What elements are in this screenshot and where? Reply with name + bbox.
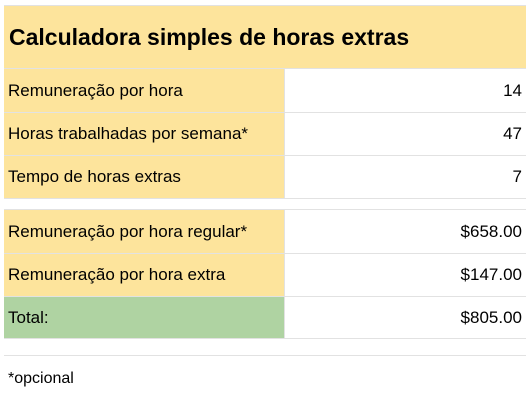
title-row[interactable]: Calculadora simples de horas extras — [4, 6, 526, 69]
total-label-cell[interactable]: Total: — [4, 297, 285, 338]
page-title: Calculadora simples de horas extras — [9, 23, 410, 50]
label-cell[interactable]: Remuneração por hora extra — [4, 254, 285, 296]
result-row-regular-pay[interactable]: Remuneração por hora regular* $658.00 — [4, 210, 526, 254]
spacer-row[interactable] — [4, 199, 526, 210]
result-row-overtime-pay[interactable]: Remuneração por hora extra $147.00 — [4, 254, 526, 297]
value-cell[interactable]: $658.00 — [285, 210, 526, 253]
label-cell[interactable]: Horas trabalhadas por semana* — [4, 113, 285, 155]
input-row-hourly-pay[interactable]: Remuneração por hora 14 — [4, 69, 526, 113]
spacer-row[interactable] — [4, 339, 526, 356]
input-row-hours-per-week[interactable]: Horas trabalhadas por semana* 47 — [4, 113, 526, 156]
value-cell[interactable]: 14 — [285, 69, 526, 112]
total-value-cell[interactable]: $805.00 — [285, 297, 526, 338]
value-cell[interactable]: 47 — [285, 113, 526, 155]
footnote: *opcional — [8, 370, 74, 387]
value-cell[interactable]: 7 — [285, 156, 526, 198]
label-cell[interactable]: Remuneração por hora — [4, 69, 285, 112]
value-cell[interactable]: $147.00 — [285, 254, 526, 296]
note-row[interactable]: *opcional — [4, 356, 526, 402]
input-row-overtime-hours[interactable]: Tempo de horas extras 7 — [4, 156, 526, 199]
label-cell[interactable]: Tempo de horas extras — [4, 156, 285, 198]
total-row[interactable]: Total: $805.00 — [4, 297, 526, 339]
label-cell[interactable]: Remuneração por hora regular* — [4, 210, 285, 253]
top-row — [4, 0, 526, 6]
